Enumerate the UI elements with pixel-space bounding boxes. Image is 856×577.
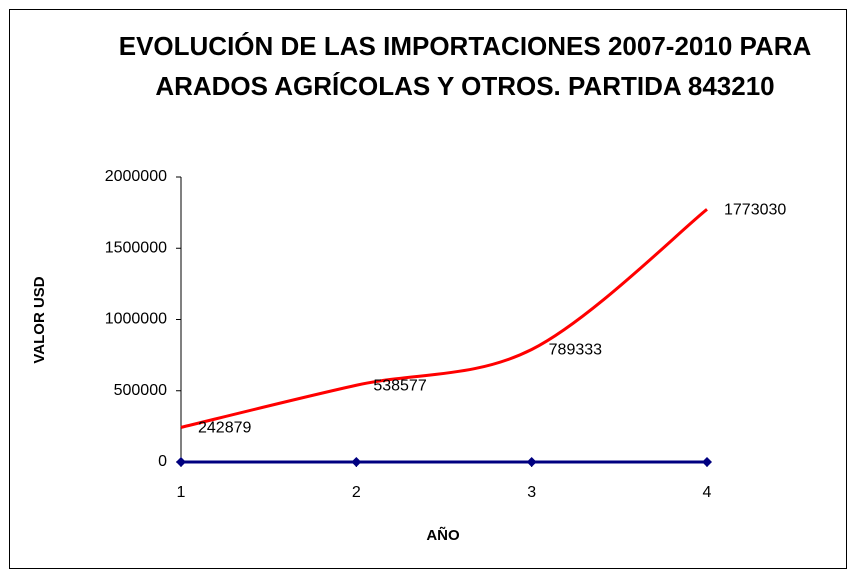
- marker: [702, 457, 712, 467]
- x-tick-label: 1: [177, 484, 186, 501]
- y-tick-label: 1000000: [105, 311, 167, 328]
- x-axis-title: AÑO: [426, 526, 460, 544]
- x-tick-label: 4: [703, 484, 712, 501]
- y-tick-label: 500000: [114, 382, 167, 399]
- marker: [351, 457, 362, 467]
- chart-frame: [9, 9, 847, 569]
- data-label: 538577: [373, 377, 426, 394]
- x-tick-label: 2: [352, 484, 361, 501]
- y-axis-title: VALOR USD: [31, 276, 48, 363]
- y-tick-label: 1500000: [105, 239, 167, 256]
- x-tick-label: 3: [527, 484, 536, 501]
- y-tick-label: 2000000: [105, 168, 167, 185]
- data-label: 1773030: [724, 202, 786, 219]
- data-label: 789333: [549, 342, 602, 359]
- data-label: 242879: [198, 420, 251, 437]
- marker: [176, 457, 186, 467]
- chart-title: EVOLUCIÓN DE LAS IMPORTACIONES 2007-2010…: [118, 31, 812, 101]
- series-line: [180, 208, 708, 429]
- y-tick-label: 0: [158, 453, 167, 470]
- marker: [526, 457, 537, 467]
